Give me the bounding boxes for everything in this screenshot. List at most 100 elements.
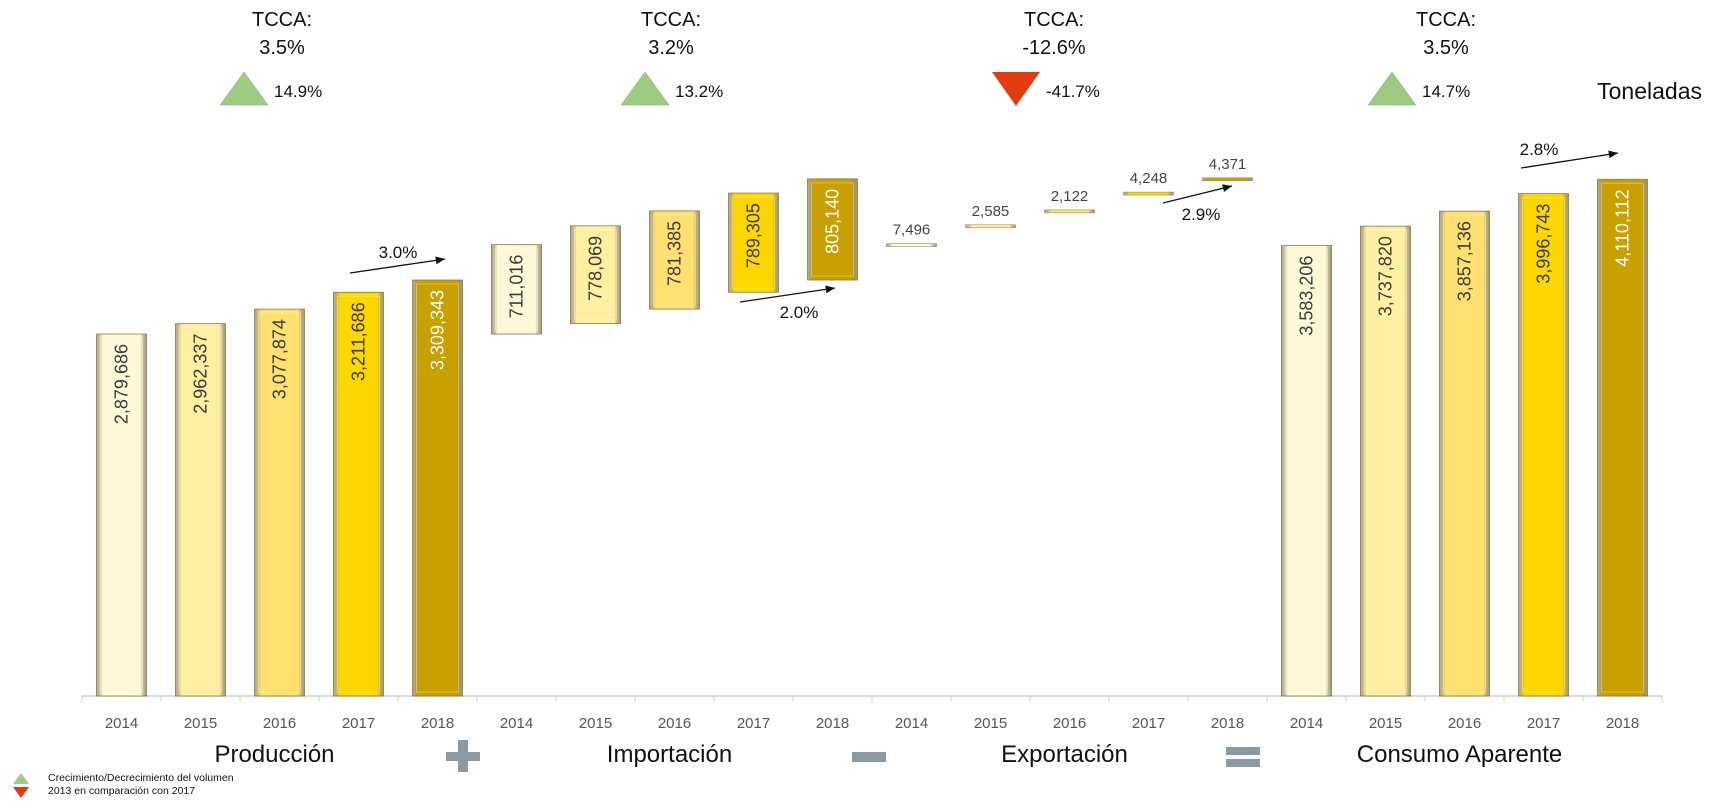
bar-1-2018 xyxy=(807,178,858,281)
x-tick-label-2014: 2014 xyxy=(105,715,138,732)
x-tick-label-2018: 2018 xyxy=(816,715,849,732)
up-triangle-icon xyxy=(1367,71,1417,106)
x-tick-label-2015: 2015 xyxy=(974,715,1007,732)
tcca-label: TCCA: xyxy=(641,9,701,31)
x-tick-label-2016: 2016 xyxy=(1053,715,1086,732)
x-tick-label-2018: 2018 xyxy=(1211,715,1244,732)
bar-0-2018 xyxy=(412,279,463,697)
data-label-1-2014: 711,016 xyxy=(507,255,527,319)
bar-bevel xyxy=(1601,182,1644,693)
bar-3-2015 xyxy=(1360,225,1411,697)
plus-operator-icon-v xyxy=(458,740,468,772)
bar-bevel xyxy=(416,283,459,693)
tcca-value: 3.5% xyxy=(259,37,305,59)
equals-operator-icon-bottom xyxy=(1226,759,1260,767)
data-label-1-2015: 778,069 xyxy=(586,236,606,301)
bar-bevel xyxy=(574,229,617,321)
bar-bevel xyxy=(653,214,696,306)
x-tick-label-2017: 2017 xyxy=(1527,715,1560,732)
group-label: Producción xyxy=(214,741,334,768)
x-tick-label-2017: 2017 xyxy=(737,715,770,732)
growth-arrow-exportacion-head xyxy=(1222,184,1232,192)
data-label-3-2017: 3,996,743 xyxy=(1534,204,1554,284)
x-tick-label-2015: 2015 xyxy=(184,715,217,732)
change-percent: 14.9% xyxy=(274,82,322,101)
x-tick-label-2017: 2017 xyxy=(1132,715,1165,732)
bar-3-2018 xyxy=(1597,178,1648,697)
growth-arrow-produccion-label: 3.0% xyxy=(379,243,418,262)
x-tick-label-2014: 2014 xyxy=(500,715,533,732)
legend-row-up: Crecimiento/Decrecimiento del volumen xyxy=(8,772,234,785)
growth-arrow-importacion-head xyxy=(825,285,835,294)
bar-bevel xyxy=(1522,197,1565,693)
growth-arrow-consumo-head xyxy=(1608,150,1618,159)
x-tick-label-2016: 2016 xyxy=(263,715,296,732)
bar-0-2014 xyxy=(96,333,147,697)
x-tick-label-2017: 2017 xyxy=(342,715,375,732)
tcca-label: TCCA: xyxy=(252,9,312,31)
up-triangle-icon xyxy=(620,71,670,106)
bar-1-2016 xyxy=(649,210,700,310)
legend: Crecimiento/Decrecimiento del volumen 20… xyxy=(8,772,234,798)
growth-arrow-importacion-label: 2.0% xyxy=(780,303,819,322)
data-label-1-2018: 805,140 xyxy=(823,189,843,254)
growth-arrow-importacion-line xyxy=(739,287,836,303)
data-label-exportacion-2015: 2,585 xyxy=(972,203,1010,220)
bar-3-2014 xyxy=(1281,245,1332,697)
group-label: Consumo Aparente xyxy=(1357,741,1562,768)
growth-arrow-exportacion-line xyxy=(1162,185,1233,204)
bar-bevel xyxy=(337,295,380,693)
data-label-0-2014: 2,879,686 xyxy=(112,344,132,424)
up-triangle-icon xyxy=(219,71,269,106)
data-label-exportacion-2016: 2,122 xyxy=(1051,188,1089,205)
bar-bevel xyxy=(811,182,854,277)
x-tick-label-2018: 2018 xyxy=(1606,715,1639,732)
x-tick-label-2016: 2016 xyxy=(658,715,691,732)
data-label-3-2014: 3,583,206 xyxy=(1297,256,1317,336)
bar-bevel xyxy=(100,337,143,693)
data-label-exportacion-2017: 4,248 xyxy=(1130,170,1168,187)
change-percent: -41.7% xyxy=(1046,82,1100,101)
bar-bevel xyxy=(732,196,775,289)
data-label-exportacion-2014: 7,496 xyxy=(893,222,931,239)
x-tick-label-2014: 2014 xyxy=(1290,715,1323,732)
data-label-1-2017: 789,305 xyxy=(744,203,764,268)
bar-exportacion-2017 xyxy=(1123,191,1174,196)
tcca-value: 3.5% xyxy=(1423,37,1469,59)
minus-operator-icon xyxy=(852,752,886,762)
data-label-exportacion-2018: 4,371 xyxy=(1209,156,1247,173)
bar-exportacion-2016 xyxy=(1044,209,1095,214)
data-label-0-2018: 3,309,343 xyxy=(428,290,448,370)
data-label-3-2016: 3,857,136 xyxy=(1455,221,1475,301)
growth-arrow-produccion-head xyxy=(435,256,445,265)
down-triangle-icon xyxy=(992,72,1040,106)
x-tick-label-2016: 2016 xyxy=(1448,715,1481,732)
x-tick-label-2015: 2015 xyxy=(1369,715,1402,732)
growth-arrow-consumo-line xyxy=(1520,152,1619,169)
bar-bevel xyxy=(1285,249,1328,693)
tcca-label: TCCA: xyxy=(1416,9,1476,31)
bar-exportacion-2018 xyxy=(1202,177,1253,182)
bar-exportacion-2015 xyxy=(965,224,1016,229)
bar-3-2017 xyxy=(1518,193,1569,697)
bar-1-2017 xyxy=(728,192,779,293)
growth-arrow-produccion-line xyxy=(349,258,446,274)
group-label: Importación xyxy=(607,741,732,768)
x-tick-label-2018: 2018 xyxy=(421,715,454,732)
bar-0-2015 xyxy=(175,323,226,697)
bar-bevel xyxy=(179,327,222,693)
growth-arrow-consumo-label: 2.8% xyxy=(1520,140,1559,159)
legend-text-line1: Crecimiento/Decrecimiento del volumen xyxy=(48,772,234,784)
data-label-0-2015: 2,962,337 xyxy=(191,334,211,414)
bar-bevel xyxy=(1364,229,1407,693)
legend-up-triangle-icon xyxy=(13,773,29,784)
data-label-0-2017: 3,211,686 xyxy=(349,302,369,381)
bar-0-2016 xyxy=(254,308,305,697)
x-tick-label-2014: 2014 xyxy=(895,715,928,732)
tcca-value: -12.6% xyxy=(1022,37,1086,59)
bar-1-2014 xyxy=(491,244,542,335)
data-label-3-2015: 3,737,820 xyxy=(1376,236,1396,316)
bar-1-2015 xyxy=(570,225,621,325)
data-label-0-2016: 3,077,874 xyxy=(270,319,290,399)
